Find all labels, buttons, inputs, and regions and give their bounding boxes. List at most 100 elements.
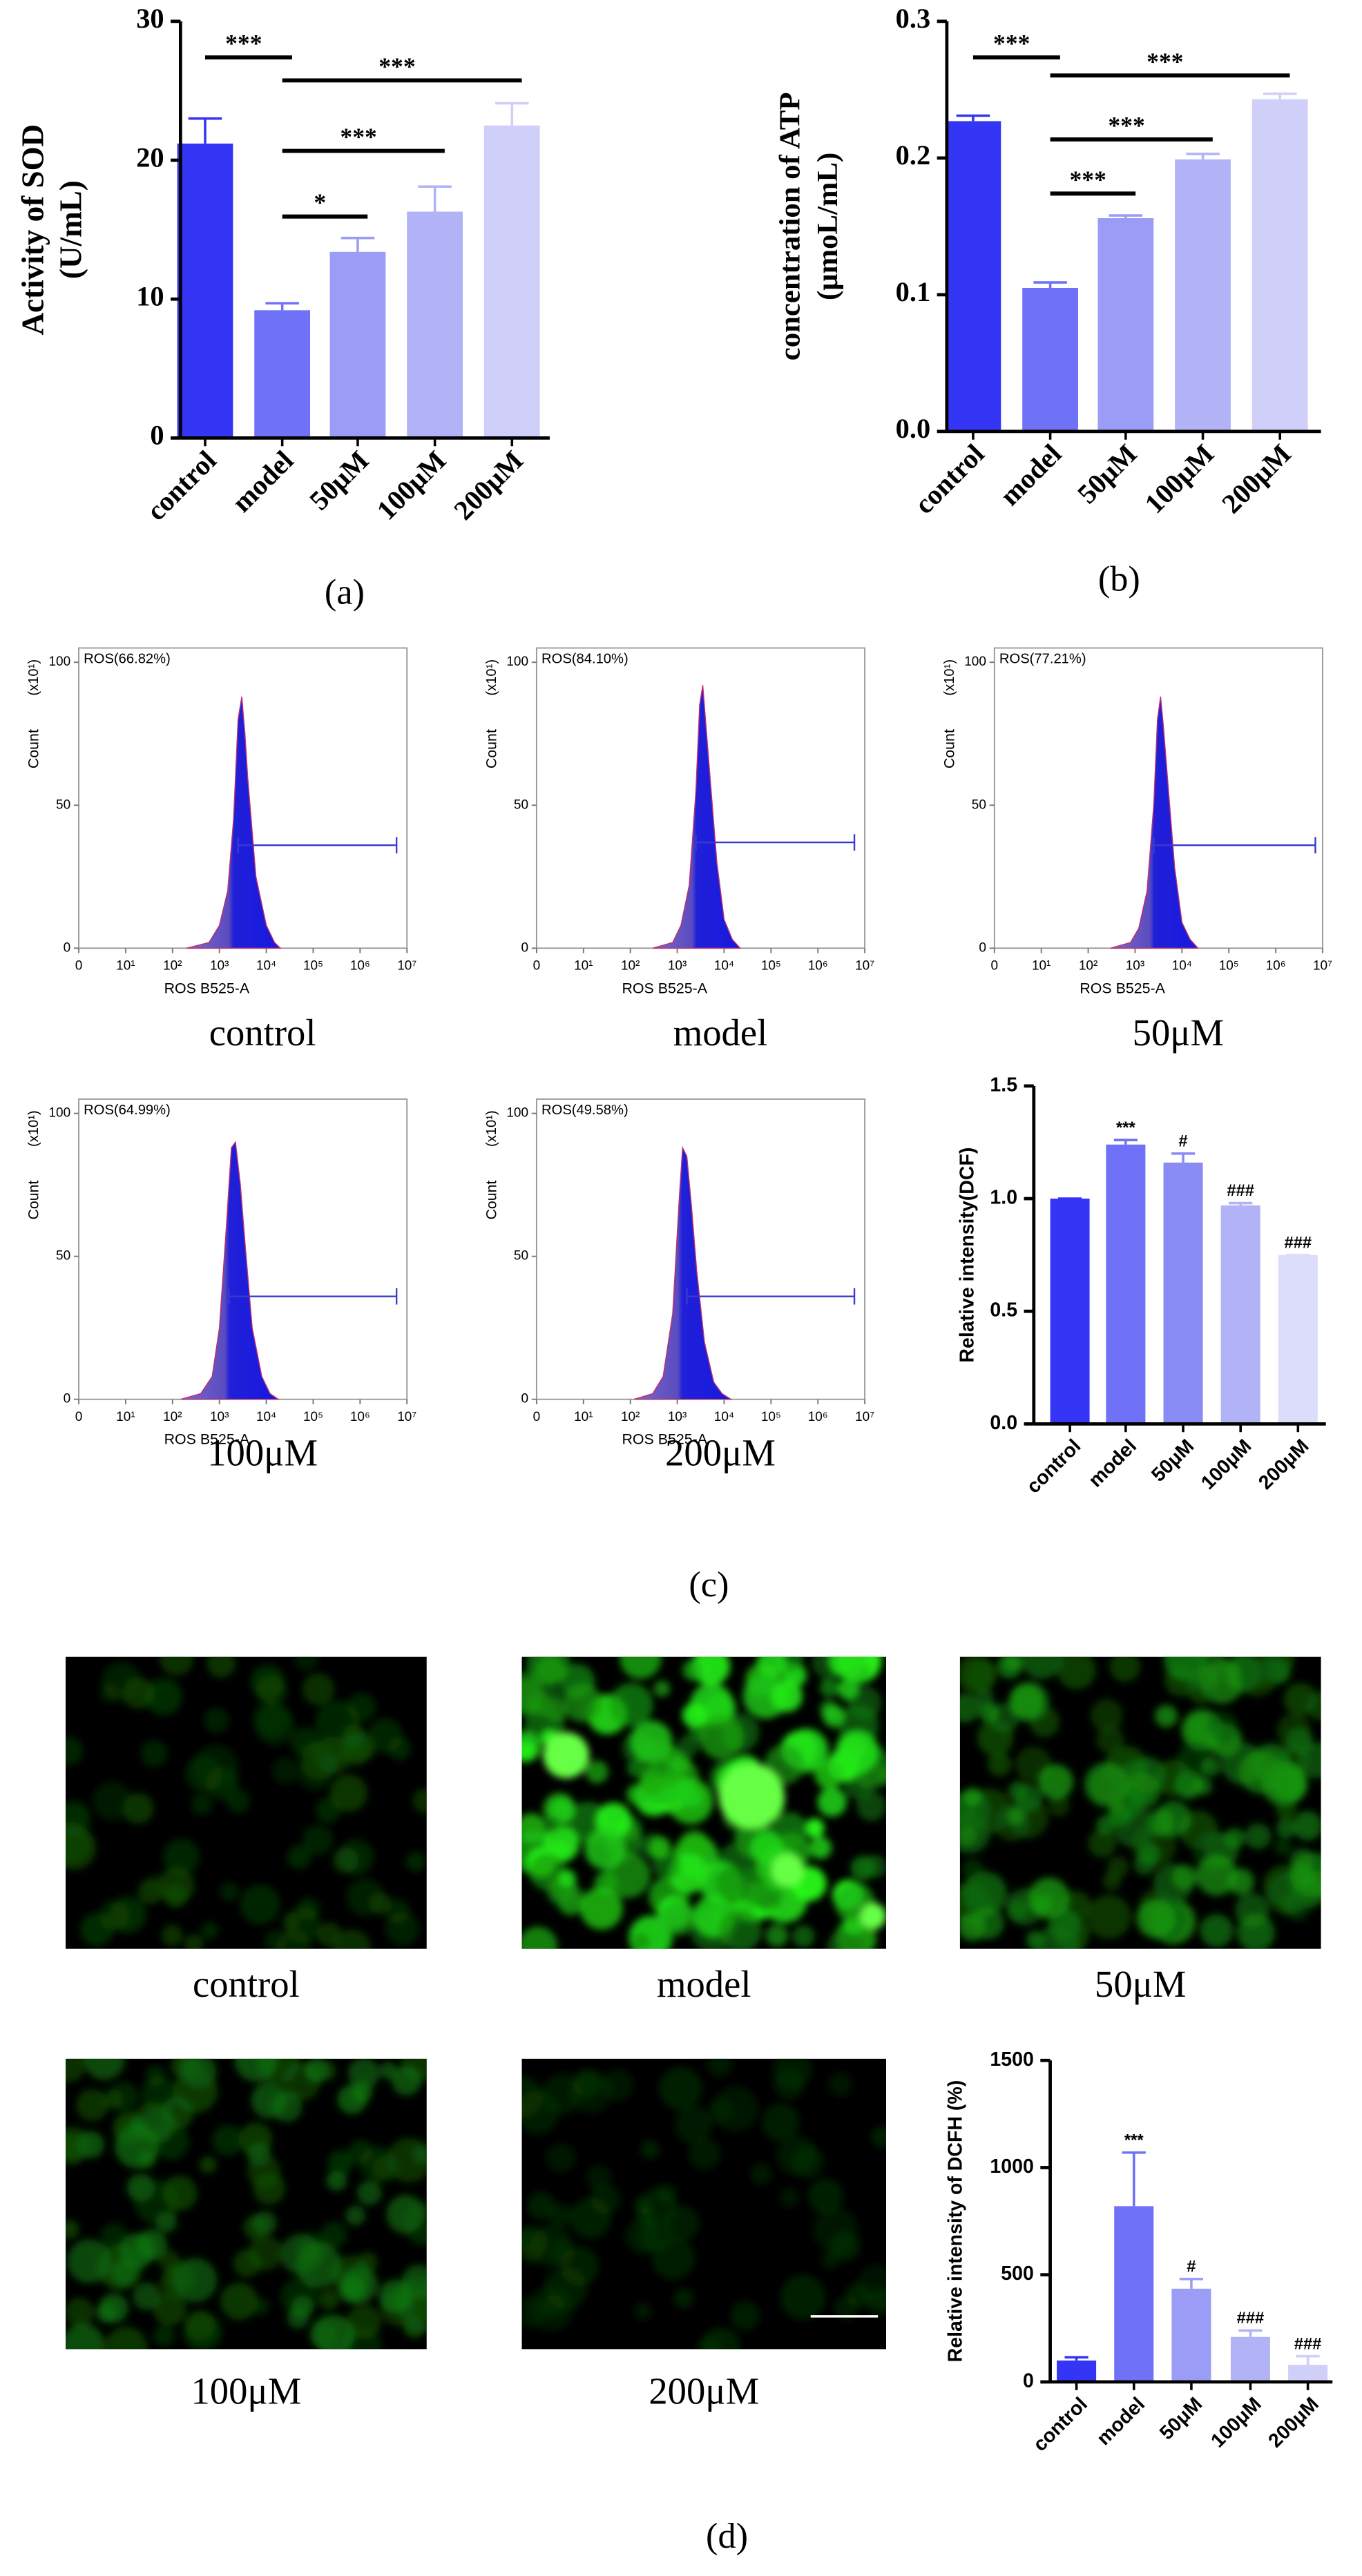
cell — [630, 1721, 673, 1763]
cell — [719, 1909, 762, 1949]
error-bar — [495, 101, 529, 126]
cell — [1276, 1713, 1312, 1748]
cell — [183, 2312, 222, 2350]
y-tick-label: 50 — [972, 797, 986, 812]
cell — [160, 2096, 194, 2130]
cell — [823, 1705, 845, 1727]
cell — [682, 1703, 708, 1728]
cell — [579, 1887, 623, 1930]
cell — [191, 1793, 213, 1815]
cell — [282, 1912, 301, 1930]
histogram-area — [1110, 696, 1200, 949]
cell — [1274, 1838, 1292, 1856]
cell — [959, 1693, 980, 1723]
cell — [761, 2103, 800, 2142]
cell — [102, 1662, 141, 1701]
cell — [659, 2066, 702, 2111]
y-tick-label: 100 — [506, 655, 528, 669]
cell — [1102, 1871, 1122, 1890]
cell — [805, 1818, 825, 1838]
error-bar — [1109, 214, 1143, 219]
cell — [528, 1853, 566, 1890]
cell — [105, 2326, 148, 2350]
x-tick-label: 0 — [991, 958, 999, 973]
cell — [653, 1680, 671, 1697]
x-tick-label: 10³ — [210, 1410, 229, 1424]
cell — [76, 2089, 108, 2122]
cell — [550, 2239, 576, 2265]
cell — [356, 2180, 382, 2206]
y-axis-label: Count — [483, 1180, 499, 1219]
cell — [348, 2140, 373, 2165]
y-tick-label: 0.0 — [990, 1412, 1017, 1434]
y-tick-label: 0.2 — [896, 139, 930, 171]
x-tick-label: 50μM — [1155, 2393, 1207, 2444]
cell — [342, 1723, 366, 1747]
cell — [1245, 1823, 1272, 1850]
significance-label: *** — [1124, 2131, 1144, 2149]
y-axis-label: Relative intensity(DCF) — [956, 1147, 978, 1363]
cell — [329, 1774, 367, 1812]
cell — [1086, 1895, 1131, 1939]
gate — [237, 837, 398, 854]
gate-label: ROS(77.21%) — [999, 651, 1086, 666]
x-tick-label: 50μM — [1071, 438, 1143, 510]
x-tick-label: 0 — [75, 958, 83, 973]
cell — [667, 1779, 713, 1824]
y-axis-label: (μmoL/mL) — [812, 153, 844, 300]
x-tick-label: 10³ — [1126, 958, 1144, 973]
significance-label: ### — [1227, 1181, 1254, 1200]
bar — [1288, 2365, 1328, 2382]
cell — [233, 2249, 261, 2278]
y-tick-label: 0 — [979, 940, 986, 955]
significance-label: # — [1178, 1132, 1187, 1150]
cell — [302, 1673, 335, 1706]
cell — [113, 2111, 146, 2144]
y-tick-label: 0 — [521, 1392, 528, 1406]
x-tick-label: 10⁵ — [303, 958, 323, 973]
y-tick-label: 10 — [136, 280, 164, 311]
x-axis-label: ROS B525-A — [164, 1431, 250, 1448]
cell — [332, 1847, 359, 1874]
y-tick-label: 0 — [521, 940, 528, 955]
cell — [179, 2058, 218, 2090]
x-tick-label: 10⁶ — [350, 1410, 370, 1424]
cell — [93, 1781, 133, 1821]
y-tick-label: 0 — [150, 420, 164, 451]
x-tick-label: control — [1029, 2393, 1092, 2456]
cell — [979, 1702, 999, 1723]
x-tick-label: 10⁷ — [855, 1410, 874, 1424]
cell — [99, 2293, 128, 2323]
cell — [337, 2084, 367, 2114]
x-tick-label: model — [1084, 1435, 1141, 1492]
cell — [1286, 1899, 1309, 1921]
cell — [1088, 1828, 1117, 1858]
cell — [66, 2127, 90, 2161]
y-axis-unit: (x10¹) — [26, 1110, 41, 1147]
cell — [1052, 1915, 1090, 1949]
error-bar — [418, 185, 452, 212]
y-tick-label: 1.5 — [990, 1074, 1017, 1096]
x-tick-label: 10⁴ — [256, 1410, 276, 1424]
caption: control — [209, 1011, 316, 1054]
cell — [962, 1859, 984, 1881]
cell — [959, 1656, 996, 1694]
cell — [997, 1656, 1022, 1679]
error-bar — [265, 302, 299, 311]
cell — [299, 1741, 339, 1780]
x-axis-label: ROS B525-A — [622, 1431, 707, 1448]
significance-label: ### — [1237, 2309, 1265, 2327]
cell — [543, 1732, 589, 1779]
x-tick-label: 10⁶ — [808, 958, 828, 973]
significance-label: *** — [340, 123, 376, 151]
x-tick-label: 10² — [621, 1410, 640, 1424]
cell — [1227, 1868, 1254, 1895]
significance-label: *** — [1108, 111, 1144, 139]
cell — [66, 2297, 95, 2327]
y-tick-label: 0 — [1023, 2370, 1034, 2392]
histogram-area — [186, 696, 282, 949]
cell — [871, 2126, 886, 2147]
cell — [664, 2205, 699, 2241]
y-axis-unit: (x10¹) — [26, 659, 41, 696]
